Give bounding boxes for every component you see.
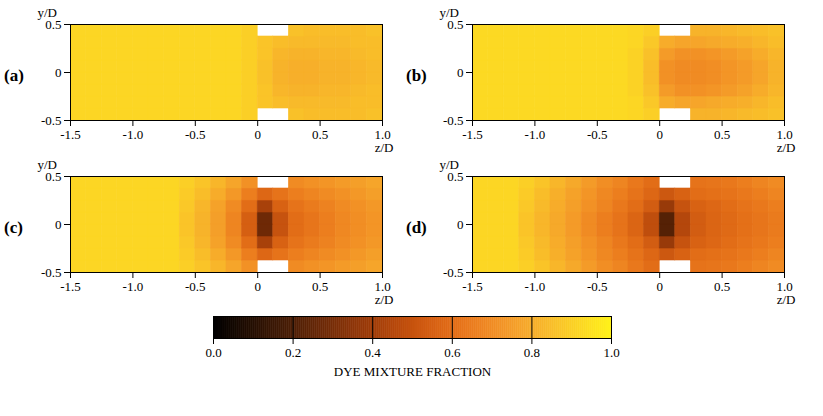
svg-text:1.0: 1.0 (374, 278, 391, 294)
html-text:(a): (a) (4, 66, 24, 85)
svg-text:-1.0: -1.0 (525, 127, 546, 142)
svg-text:-1.0: -1.0 (525, 279, 546, 294)
svg-text:0.0: 0.0 (205, 345, 221, 360)
svg-text:0.2: 0.2 (284, 345, 300, 360)
svg-text:0: 0 (656, 279, 663, 294)
html-text:(d): (d) (406, 218, 427, 237)
svg-text:1.0: 1.0 (603, 345, 619, 360)
svg-text:0.5: 0.5 (312, 127, 328, 142)
svg-text:1.0: 1.0 (374, 126, 391, 142)
svg-text:0: 0 (55, 65, 62, 80)
svg-text:0.5: 0.5 (714, 127, 730, 142)
svg-text:y/D: y/D (440, 157, 460, 172)
svg-text:-1.5: -1.5 (462, 279, 483, 294)
svg-text:-1.5: -1.5 (462, 127, 483, 142)
svg-text:-1.0: -1.0 (123, 279, 144, 294)
html-text:(c): (c) (4, 218, 23, 237)
svg-text:-0.5: -0.5 (185, 127, 206, 142)
svg-text:0.5: 0.5 (312, 279, 328, 294)
svg-text:-0.5: -0.5 (443, 113, 464, 128)
svg-text:0.5: 0.5 (447, 168, 464, 184)
svg-text:0: 0 (254, 127, 261, 142)
svg-text:-1.0: -1.0 (123, 127, 144, 142)
svg-text:z/D: z/D (375, 292, 394, 307)
svg-text:1.0: 1.0 (776, 278, 793, 294)
svg-text:z/D: z/D (375, 140, 394, 155)
svg-text:0.5: 0.5 (714, 279, 730, 294)
svg-text:0: 0 (55, 217, 62, 232)
svg-text:-0.5: -0.5 (41, 265, 62, 280)
svg-text:y/D: y/D (440, 5, 460, 20)
svg-text:0: 0 (457, 65, 464, 80)
svg-text:0.4: 0.4 (364, 345, 381, 360)
svg-text:0.6: 0.6 (444, 345, 461, 360)
svg-text:-1.5: -1.5 (60, 279, 81, 294)
html-text:(b): (b) (406, 66, 427, 85)
svg-text:y/D: y/D (38, 157, 58, 172)
svg-text:-0.5: -0.5 (587, 279, 608, 294)
svg-text:-0.5: -0.5 (41, 113, 62, 128)
svg-text:z/D: z/D (777, 140, 796, 155)
svg-text:-0.5: -0.5 (587, 127, 608, 142)
svg-text:z/D: z/D (777, 292, 796, 307)
svg-text:-0.5: -0.5 (443, 265, 464, 280)
svg-text:DYE MIXTURE FRACTION: DYE MIXTURE FRACTION (333, 364, 491, 379)
svg-text:1.0: 1.0 (776, 126, 793, 142)
svg-text:-0.5: -0.5 (185, 279, 206, 294)
svg-text:0.5: 0.5 (45, 168, 62, 184)
svg-text:0: 0 (254, 279, 261, 294)
svg-text:0.5: 0.5 (447, 16, 464, 32)
svg-text:0: 0 (656, 127, 663, 142)
svg-text:0.5: 0.5 (45, 16, 62, 32)
svg-text:-1.5: -1.5 (60, 127, 81, 142)
svg-text:y/D: y/D (38, 5, 58, 20)
svg-text:0: 0 (457, 217, 464, 232)
svg-text:0.8: 0.8 (523, 345, 539, 360)
